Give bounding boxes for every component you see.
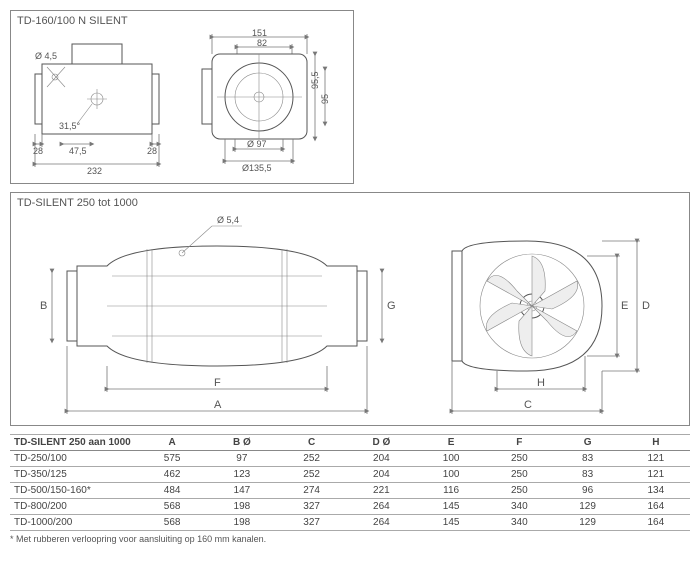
- dim-151: 151: [252, 29, 267, 38]
- table-cell: 198: [206, 515, 277, 531]
- table-col-header: D Ø: [346, 435, 417, 451]
- top-side-view: Ø 4,5 31,5° 28 28 47,5 232: [17, 29, 177, 179]
- table-row: TD-250/1005759725220410025083121: [10, 451, 690, 467]
- dim-82: 82: [257, 38, 267, 48]
- table-cell: TD-800/200: [10, 499, 138, 515]
- dim-hole: Ø 4,5: [35, 51, 57, 61]
- table-cell: 83: [553, 467, 621, 483]
- mid-face-view: D E C H: [452, 241, 650, 414]
- table-cell: 340: [485, 515, 553, 531]
- label-G: G: [387, 300, 396, 312]
- table-cell: 327: [278, 499, 346, 515]
- table-cell: 568: [138, 515, 206, 531]
- table-col-header: C: [278, 435, 346, 451]
- table-cell: 129: [553, 499, 621, 515]
- table-cell: 568: [138, 499, 206, 515]
- table-cell: 198: [206, 499, 277, 515]
- table-cell: 121: [622, 467, 690, 483]
- table-cell: 484: [138, 483, 206, 499]
- table-cell: 97: [206, 451, 277, 467]
- table-col-header: A: [138, 435, 206, 451]
- table-cell: TD-250/100: [10, 451, 138, 467]
- label-B: B: [40, 300, 47, 312]
- table-cell: 145: [417, 499, 485, 515]
- table-col-header: F: [485, 435, 553, 451]
- table-cell: 164: [622, 499, 690, 515]
- table-cell: 164: [622, 515, 690, 531]
- table-col-header: G: [553, 435, 621, 451]
- table-cell: 252: [278, 451, 346, 467]
- table-title-cell: TD-SILENT 250 aan 1000: [10, 435, 138, 451]
- dim-lf: 28: [33, 146, 43, 156]
- table-cell: 83: [553, 451, 621, 467]
- dim-d135: Ø135,5: [242, 163, 272, 173]
- mid-side-view: Ø 5,4 A F B G: [40, 215, 396, 414]
- table-cell: 462: [138, 467, 206, 483]
- dim-total: 232: [87, 166, 102, 176]
- table-row: TD-800/200568198327264145340129164: [10, 499, 690, 515]
- table-cell: 340: [485, 499, 553, 515]
- top-diagram-box: TD-160/100 N SILENT Ø 4,5 3: [10, 10, 354, 184]
- mid-diagram-box: TD-SILENT 250 tot 1000 Ø 5,4: [10, 192, 690, 426]
- label-F: F: [214, 377, 221, 389]
- table-cell: 221: [346, 483, 417, 499]
- table-cell: 123: [206, 467, 277, 483]
- table-cell: 100: [417, 451, 485, 467]
- dim-95: 95: [320, 94, 330, 104]
- table-cell: 145: [417, 515, 485, 531]
- table-col-header: B Ø: [206, 435, 277, 451]
- table-cell: 204: [346, 467, 417, 483]
- table-col-header: E: [417, 435, 485, 451]
- dim-d97: Ø 97: [247, 139, 267, 149]
- dim-5-4: Ø 5,4: [217, 215, 239, 225]
- table-cell: 100: [417, 467, 485, 483]
- table-cell: 121: [622, 451, 690, 467]
- table-row: TD-1000/200568198327264145340129164: [10, 515, 690, 531]
- dim-95-5: 95,5: [310, 71, 320, 89]
- table-cell: 96: [553, 483, 621, 499]
- label-E: E: [621, 300, 628, 312]
- table-cell: 250: [485, 483, 553, 499]
- table-cell: 250: [485, 467, 553, 483]
- table-cell: TD-1000/200: [10, 515, 138, 531]
- table-cell: TD-350/125: [10, 467, 138, 483]
- mid-diagram-svg: Ø 5,4 A F B G: [17, 211, 677, 421]
- table-cell: 264: [346, 515, 417, 531]
- label-A: A: [214, 399, 222, 411]
- table-cell: 274: [278, 483, 346, 499]
- dim-mid: 47,5: [69, 146, 87, 156]
- table-cell: 134: [622, 483, 690, 499]
- top-face-view: 151 82 95,5 95 Ø 97 Ø135,5: [187, 29, 337, 179]
- table-cell: 129: [553, 515, 621, 531]
- table-row: TD-350/12546212325220410025083121: [10, 467, 690, 483]
- table-cell: 327: [278, 515, 346, 531]
- table-row: TD-500/150-160*48414727422111625096134: [10, 483, 690, 499]
- table-cell: 147: [206, 483, 277, 499]
- mid-diagram-title: TD-SILENT 250 tot 1000: [17, 197, 683, 209]
- table-cell: 116: [417, 483, 485, 499]
- table-col-header: H: [622, 435, 690, 451]
- table-cell: TD-500/150-160*: [10, 483, 138, 499]
- top-diagram-title: TD-160/100 N SILENT: [17, 15, 347, 27]
- table-cell: 204: [346, 451, 417, 467]
- dim-angle: 31,5°: [59, 121, 81, 131]
- label-C: C: [524, 399, 532, 411]
- top-diagram-row: Ø 4,5 31,5° 28 28 47,5 232: [17, 29, 347, 179]
- dim-rf: 28: [147, 146, 157, 156]
- label-D: D: [642, 300, 650, 312]
- table-cell: 575: [138, 451, 206, 467]
- table-cell: 252: [278, 467, 346, 483]
- table-cell: 264: [346, 499, 417, 515]
- label-H: H: [537, 377, 545, 389]
- dimension-table: TD-SILENT 250 aan 1000AB ØCD ØEFGH TD-25…: [10, 434, 690, 531]
- table-footnote: * Met rubberen verloopring voor aansluit…: [10, 534, 690, 544]
- table-cell: 250: [485, 451, 553, 467]
